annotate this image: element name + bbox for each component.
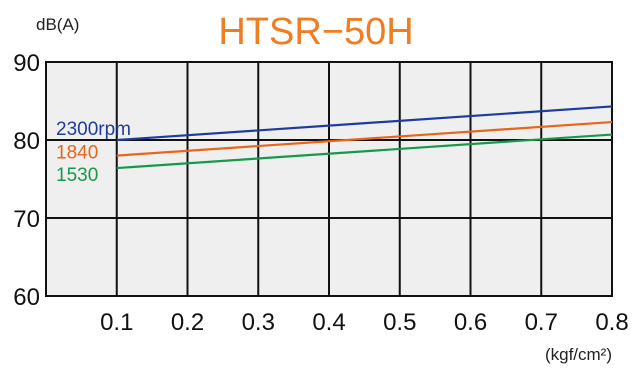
series-lines [116, 105, 613, 170]
x-tick-label-0: 0.1 [100, 309, 133, 336]
x-axis-label: (kgf/cm²) [545, 345, 612, 364]
y-tick-label-2: 80 [13, 128, 40, 155]
y-tick-label-1: 70 [13, 206, 40, 233]
x-tick-label-2: 0.3 [242, 309, 275, 336]
x-tick-label-5: 0.6 [454, 309, 487, 336]
x-tick-labels: 0.1 0.2 0.3 0.4 0.5 0.6 0.7 0.8 [100, 309, 629, 336]
x-tick-label-7: 0.8 [595, 309, 628, 336]
y-tick-label-0: 60 [13, 284, 40, 311]
y-axis-label: dB(A) [36, 15, 79, 34]
chart-title: HTSR−50H [218, 11, 413, 53]
series-label-2: 1530 [56, 165, 98, 186]
x-tick-label-1: 0.2 [171, 309, 204, 336]
y-tick-label-3: 90 [13, 50, 40, 77]
x-tick-label-6: 0.7 [525, 309, 558, 336]
series-line-0 [116, 105, 613, 142]
x-tick-label-4: 0.5 [383, 309, 416, 336]
series-line-1 [116, 120, 613, 157]
series-label-0: 2300rpm [56, 119, 131, 140]
series-line-2 [116, 133, 613, 170]
y-tick-labels: 60 70 80 90 [13, 50, 40, 311]
series-label-1: 1840 [56, 143, 98, 164]
x-tick-label-3: 0.4 [312, 309, 345, 336]
